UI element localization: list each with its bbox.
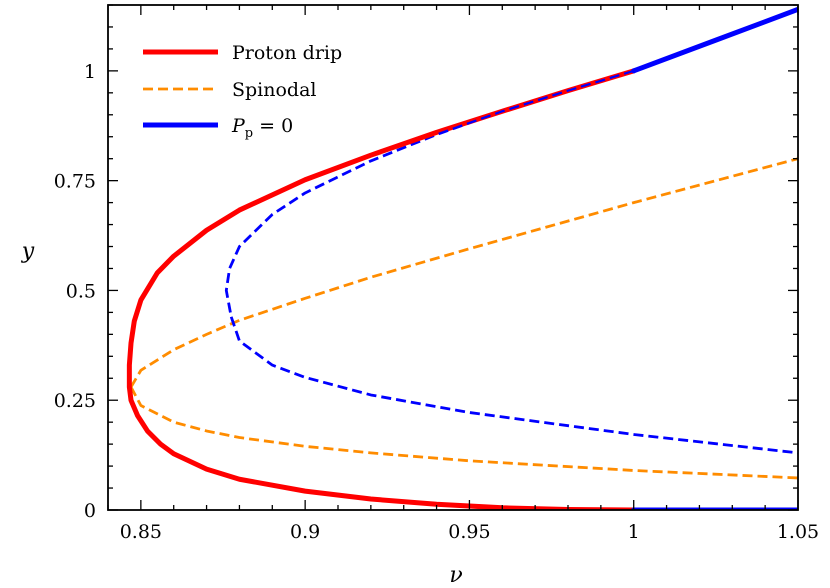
series-line-pp0-overlay xyxy=(436,69,635,136)
series-line-pp0_solid_upper xyxy=(631,6,798,74)
x-tick-label: 0.95 xyxy=(448,521,490,543)
legend-label-pp0: Pp = 0 xyxy=(231,115,293,141)
x-axis-label: ν xyxy=(449,563,462,588)
x-tick-label: 1 xyxy=(628,521,640,543)
plot-content xyxy=(126,6,798,510)
series-line-spinodal_upper xyxy=(129,157,798,388)
y-tick-label: 0.5 xyxy=(66,280,96,302)
y-tick-label: 0 xyxy=(84,500,96,522)
x-tick-label: 0.9 xyxy=(290,521,320,543)
axes-frame xyxy=(107,4,799,511)
series-line-proton_drip xyxy=(126,68,637,510)
series-line-pp0_dashed_upper xyxy=(224,69,635,318)
series-line-pp0_dashed_lower xyxy=(229,316,798,455)
legend-label-spinodal: Spinodal xyxy=(232,79,317,101)
legend-label-proton_drip: Proton drip xyxy=(232,42,342,64)
tick-labels: 0.85 0.9 0.95 1 1.05 0 0.25 0.5 0.75 1 xyxy=(54,61,819,543)
axis-ticks xyxy=(107,4,799,511)
y-tick-label: 0.25 xyxy=(54,390,96,412)
y-tick-label: 0.75 xyxy=(54,171,96,193)
legend: Proton drip Spinodal Pp = 0 xyxy=(143,42,342,141)
y-tick-label: 1 xyxy=(84,61,96,83)
series-line-spinodal_lower xyxy=(129,386,798,480)
y-axis-label: y xyxy=(21,239,35,264)
plot-frame xyxy=(107,4,799,511)
x-tick-label: 1.05 xyxy=(777,521,819,543)
x-tick-label: 0.85 xyxy=(120,521,162,543)
